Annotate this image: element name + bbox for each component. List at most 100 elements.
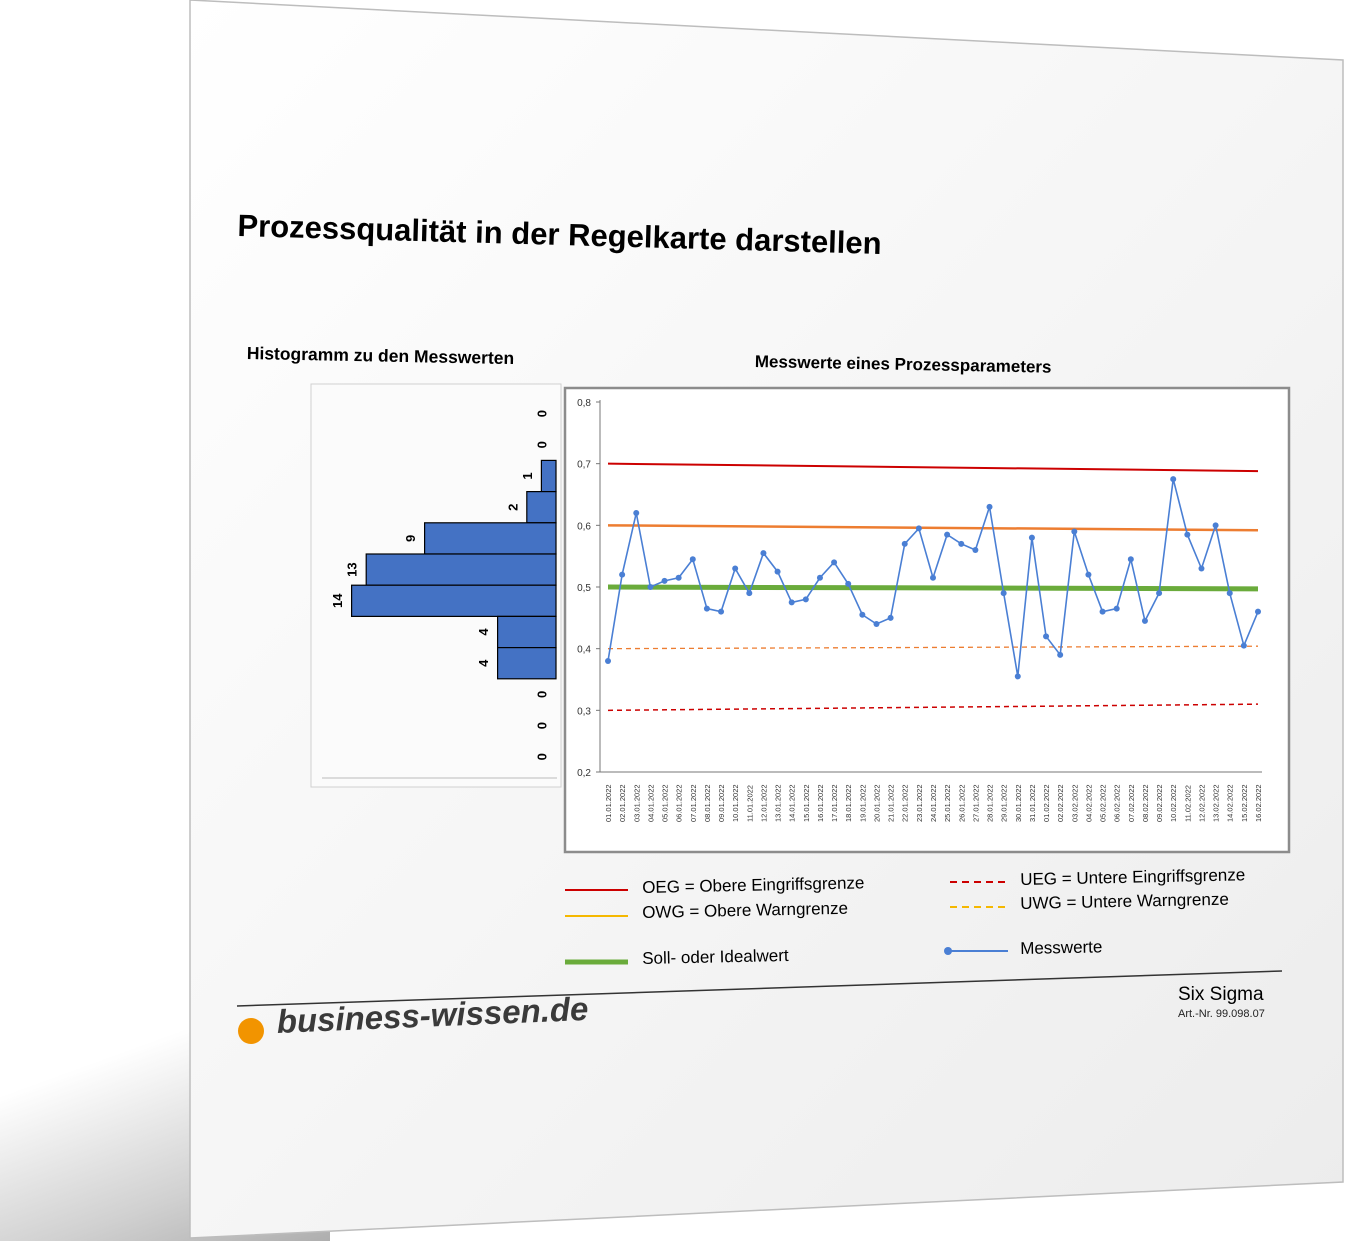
histogram-bars: 0 0 1 2 9 13 14 4 4 0 0 0 [330,410,557,760]
x-tick-label: 05.02.2022 [1099,784,1108,822]
measurement-point [1000,590,1007,597]
measurement-point [689,556,696,563]
measurement-point [703,605,710,612]
y-tick-label: 0,8 [577,398,591,409]
histogram-bar-label: 13 [345,562,360,576]
measurement-point [774,568,781,575]
x-tick-label: 23.01.2022 [915,784,924,822]
limit-oeg-line [607,462,1259,473]
measurement-point [1156,590,1163,597]
x-tick-label: 24.01.2022 [929,784,938,822]
x-tick-label: 03.01.2022 [632,784,641,822]
x-tick-label: 07.02.2022 [1127,784,1136,822]
x-tick-label: 03.02.2022 [1070,784,1079,822]
x-tick-label: 13.01.2022 [774,784,783,822]
x-tick-label: 12.02.2022 [1197,784,1206,822]
x-tick-label: 02.02.2022 [1056,784,1065,822]
measurement-point [788,599,795,606]
x-tick-label: 14.01.2022 [788,784,797,822]
measurement-point [1099,608,1106,615]
measurement-point [1057,651,1064,658]
x-tick-label: 08.01.2022 [703,784,712,822]
x-tick-label: 10.02.2022 [1169,784,1178,822]
measurement-point [930,574,936,581]
category-label: Six Sigma [1178,984,1264,1005]
measurement-point [1071,528,1078,535]
measurement-point [986,503,993,510]
x-tick-label: 18.01.2022 [844,784,853,822]
x-tick-label: 09.01.2022 [717,784,726,822]
x-tick-label: 28.01.2022 [986,784,995,822]
x-tick-label: 22.01.2022 [901,784,910,822]
measurement-point [831,559,838,566]
x-tick-label: 27.01.2022 [971,784,980,822]
x-tick-label: 08.02.2022 [1141,784,1150,822]
x-tick-label: 20.01.2022 [872,784,881,822]
x-tick-label: 15.02.2022 [1240,784,1249,822]
histogram-bar-label: 0 [535,441,550,448]
measurement-point [1127,556,1134,563]
histogram-bar-label: 4 [476,628,491,636]
x-tick-label: 02.01.2022 [618,784,627,822]
histogram-chart: 0 0 1 2 9 13 14 4 4 0 0 0 [310,383,562,788]
histogram-bar [365,553,557,586]
x-tick-label: 05.01.2022 [661,784,670,822]
measurement-point [1255,608,1261,615]
measurement-point [944,531,951,538]
legend-mess-label: Messwerte [1020,937,1103,958]
measurement-point [746,590,753,597]
measurement-point [661,577,668,584]
measurement-point [1184,531,1191,538]
measurement-point [1226,590,1233,597]
x-tick-label: 06.02.2022 [1113,784,1122,822]
x-tick-label: 25.01.2022 [943,784,952,822]
measurement-point [718,608,725,615]
measurement-point [1170,476,1177,483]
y-tick-label: 0,3 [577,706,591,717]
measurement-point [1085,571,1092,578]
x-tick-label: 04.02.2022 [1084,784,1093,822]
footer-rule [236,970,1283,1007]
measurement-point [901,540,908,547]
legend-mess-marker [944,947,952,955]
control-limits [607,462,1259,712]
measurement-point [732,565,739,572]
y-tick-label: 0,7 [577,460,591,471]
histogram-bar-label: 9 [403,535,418,542]
brand-logo-dot [238,1018,264,1044]
histogram-bar [424,522,557,555]
limit-owg-line [607,524,1259,532]
limit-uwg-line [607,645,1259,650]
x-tick-label: 13.02.2022 [1212,784,1221,822]
histogram-bar [351,584,557,618]
histogram-bar-label: 0 [535,691,550,698]
histogram-bar [497,646,557,680]
y-tick-labels: 0,2 0,3 0,4 0,5 0,6 0,7 0,8 [577,398,600,779]
target-line [607,584,1259,592]
measurement-point [1028,534,1035,541]
x-tick-label: 06.01.2022 [675,784,684,822]
measurement-point [605,658,611,664]
x-tick-label: 31.01.2022 [1028,784,1037,822]
measurement-point [619,571,626,578]
x-tick-label: 12.01.2022 [759,784,768,822]
x-tick-label: 16.02.2022 [1254,784,1263,822]
histogram-bar-label: 0 [535,753,550,760]
control-chart-frame [563,386,1291,854]
control-chart: 0,2 0,3 0,4 0,5 0,6 0,7 0,8 01.01.2022 02.01.20… [563,386,1291,854]
measurement-point [647,584,654,590]
x-tick-label: 11.01.2022 [745,785,754,822]
limit-ueg-line [607,703,1259,712]
histogram-bar-label: 0 [535,722,550,729]
histogram-bar [526,491,557,524]
measurement-point [845,580,852,587]
measurement-point [1014,673,1021,680]
x-tick-labels: 01.01.2022 02.01.2022 03.01.2022 04.01.2022… [604,784,1263,822]
measurement-point [859,611,866,618]
x-tick-label: 21.01.2022 [887,784,896,822]
measurement-series [605,476,1261,680]
y-tick-label: 0,6 [577,521,591,532]
histogram-bar [540,459,557,493]
x-tick-label: 19.01.2022 [858,784,867,822]
